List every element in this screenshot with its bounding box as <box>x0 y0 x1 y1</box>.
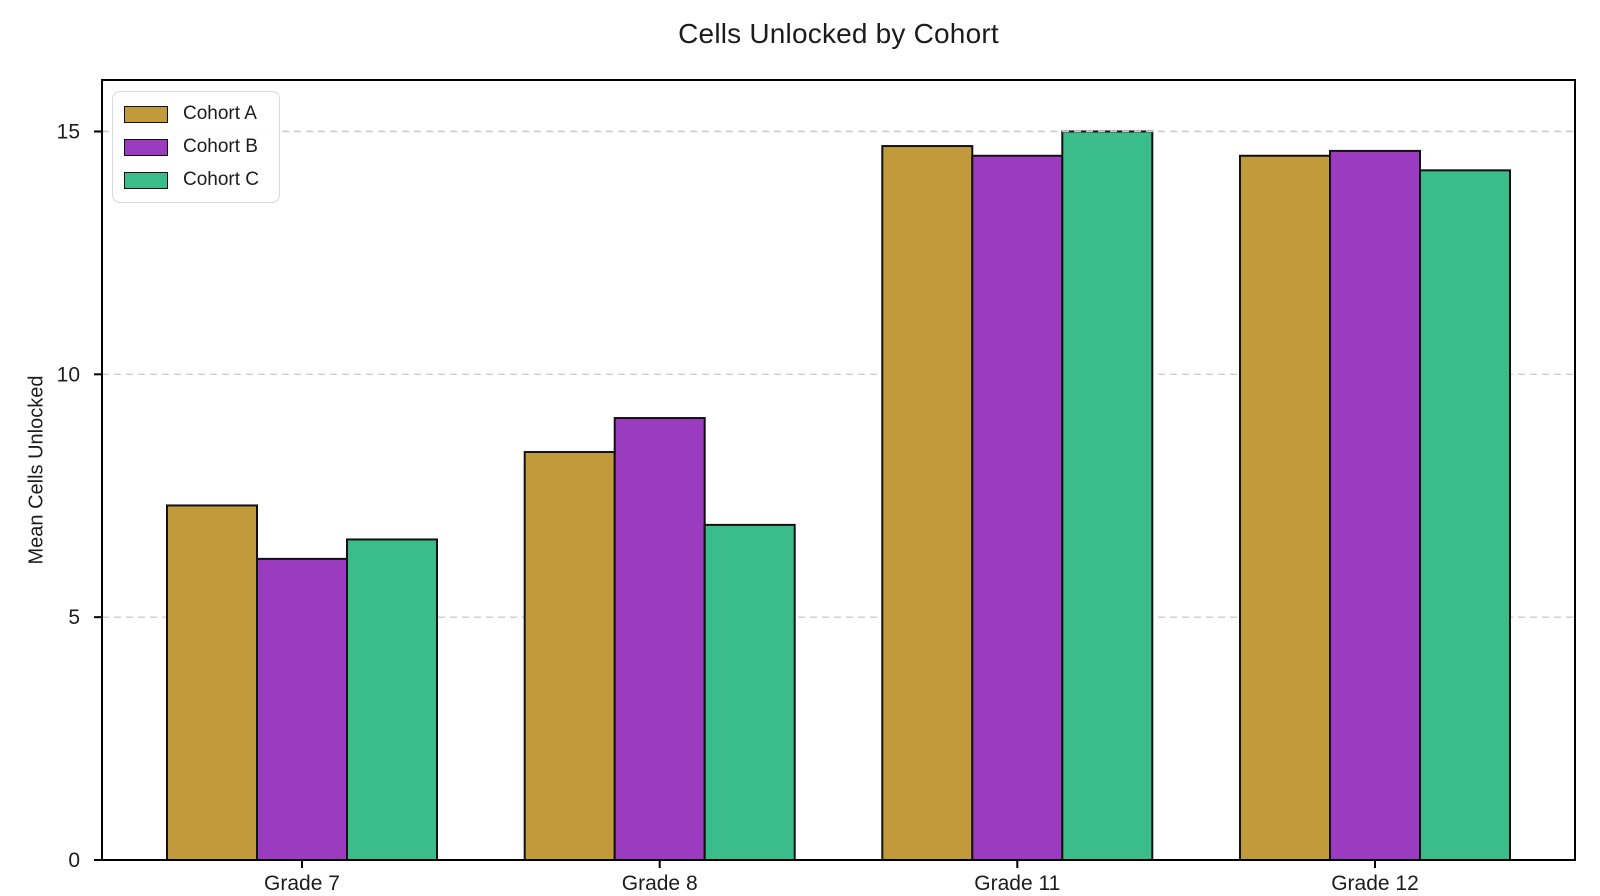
bar-grade-7-cohort-b <box>256 557 348 861</box>
legend-label-cohort-a: Cohort A <box>183 103 257 124</box>
bar-grade-7-cohort-a <box>166 504 258 861</box>
bar-grade-8-cohort-c <box>703 523 796 862</box>
y-tick-label-5: 5 <box>68 606 80 629</box>
bar-grade-12-cohort-a <box>1239 154 1331 862</box>
bar-grade-8-cohort-a <box>523 451 616 861</box>
legend: Cohort A Cohort B Cohort C <box>112 91 281 203</box>
y-tick-label-10: 10 <box>57 363 80 386</box>
x-tick-label-grade-11: Grade 11 <box>974 872 1060 895</box>
x-tick-label-grade-12: Grade 12 <box>1331 872 1419 895</box>
x-tick-label-grade-8: Grade 8 <box>622 872 698 895</box>
x-tick-label-grade-7: Grade 7 <box>264 872 340 895</box>
bar-grade-7-cohort-c <box>346 538 438 861</box>
bar-grade-11-cohort-c <box>1061 130 1154 862</box>
legend-swatch-cohort-c <box>124 171 168 189</box>
legend-label-cohort-b: Cohort B <box>183 136 258 157</box>
y-tick-label-15: 15 <box>57 120 80 143</box>
bar-grade-8-cohort-b <box>613 417 706 861</box>
legend-swatch-cohort-a <box>124 105 168 123</box>
bar-grade-11-cohort-b <box>971 154 1064 862</box>
bar-grade-12-cohort-c <box>1419 169 1511 861</box>
bar-grade-11-cohort-a <box>881 145 974 861</box>
chart-title: Cells Unlocked by Cohort <box>678 18 999 49</box>
legend-item-cohort-b: Cohort B <box>124 136 259 158</box>
legend-item-cohort-c: Cohort C <box>124 169 259 191</box>
plot-border <box>101 79 1576 861</box>
legend-item-cohort-a: Cohort A <box>124 103 259 125</box>
legend-label-cohort-c: Cohort C <box>183 169 260 190</box>
bar-grade-12-cohort-b <box>1329 149 1421 861</box>
legend-swatch-cohort-b <box>124 138 168 156</box>
y-tick-label-0: 0 <box>68 849 80 872</box>
